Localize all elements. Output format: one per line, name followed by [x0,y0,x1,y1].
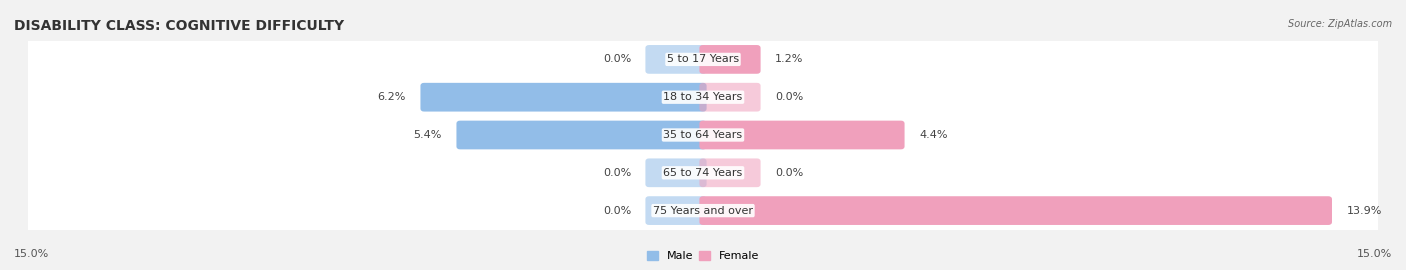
Text: 13.9%: 13.9% [1347,205,1382,216]
FancyBboxPatch shape [699,121,904,149]
FancyBboxPatch shape [25,114,1381,156]
FancyBboxPatch shape [645,158,707,187]
Text: 0.0%: 0.0% [603,168,631,178]
FancyBboxPatch shape [645,196,707,225]
Text: 0.0%: 0.0% [775,92,803,102]
Text: 75 Years and over: 75 Years and over [652,205,754,216]
Text: 15.0%: 15.0% [1357,249,1392,259]
Text: 6.2%: 6.2% [378,92,406,102]
Text: 0.0%: 0.0% [775,168,803,178]
FancyBboxPatch shape [699,158,761,187]
Text: 5.4%: 5.4% [413,130,441,140]
FancyBboxPatch shape [699,83,761,112]
FancyBboxPatch shape [25,190,1381,232]
FancyBboxPatch shape [25,76,1381,118]
FancyBboxPatch shape [25,152,1381,194]
Legend: Male, Female: Male, Female [643,246,763,265]
Text: 0.0%: 0.0% [603,205,631,216]
Text: 4.4%: 4.4% [920,130,948,140]
Text: 15.0%: 15.0% [14,249,49,259]
Text: 0.0%: 0.0% [603,54,631,65]
Text: 65 to 74 Years: 65 to 74 Years [664,168,742,178]
Text: DISABILITY CLASS: COGNITIVE DIFFICULTY: DISABILITY CLASS: COGNITIVE DIFFICULTY [14,19,344,33]
Text: Source: ZipAtlas.com: Source: ZipAtlas.com [1288,19,1392,29]
FancyBboxPatch shape [699,196,1331,225]
FancyBboxPatch shape [699,45,761,74]
Text: 18 to 34 Years: 18 to 34 Years [664,92,742,102]
FancyBboxPatch shape [420,83,707,112]
FancyBboxPatch shape [25,38,1381,80]
FancyBboxPatch shape [645,45,707,74]
Text: 5 to 17 Years: 5 to 17 Years [666,54,740,65]
Text: 35 to 64 Years: 35 to 64 Years [664,130,742,140]
FancyBboxPatch shape [457,121,707,149]
Text: 1.2%: 1.2% [775,54,803,65]
